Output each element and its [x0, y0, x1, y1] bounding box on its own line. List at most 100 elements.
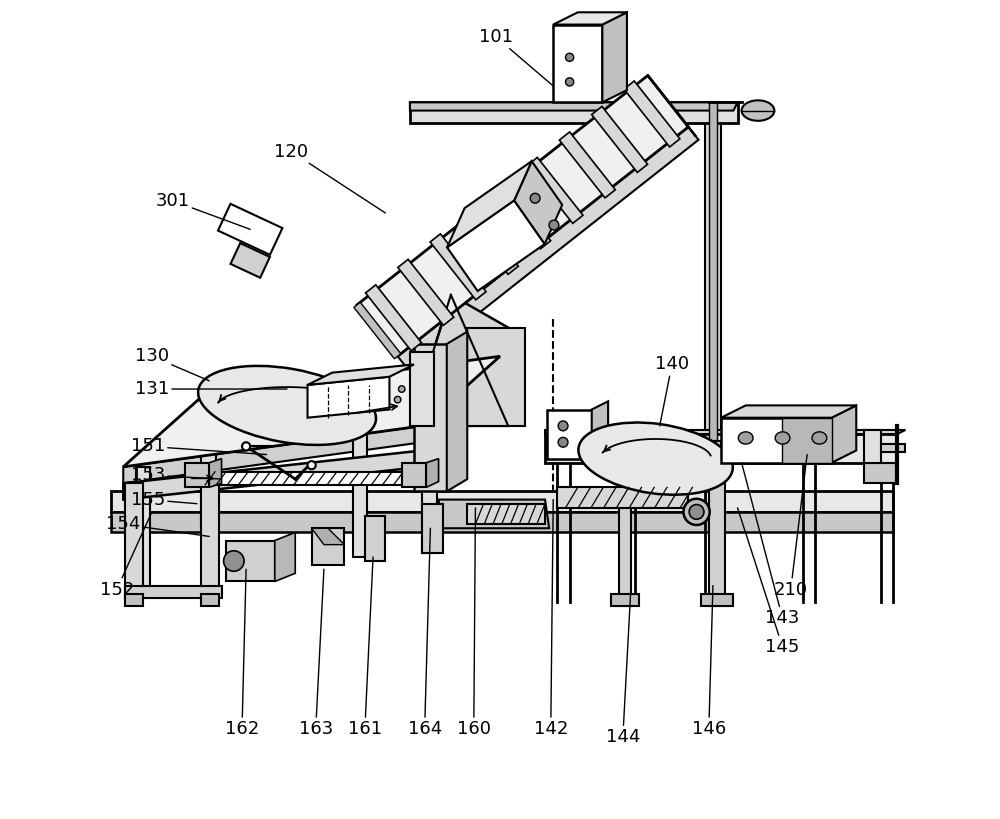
- Polygon shape: [426, 459, 439, 487]
- Polygon shape: [495, 183, 551, 249]
- Ellipse shape: [775, 432, 790, 444]
- Polygon shape: [559, 132, 615, 198]
- Text: 143: 143: [742, 463, 800, 627]
- Text: 210: 210: [774, 455, 808, 599]
- Text: 163: 163: [299, 569, 333, 738]
- Polygon shape: [201, 594, 219, 606]
- Text: 155: 155: [131, 491, 197, 509]
- Polygon shape: [226, 541, 275, 581]
- Polygon shape: [111, 491, 893, 512]
- Ellipse shape: [224, 550, 244, 572]
- Polygon shape: [398, 127, 699, 369]
- Polygon shape: [136, 467, 150, 594]
- Polygon shape: [312, 528, 344, 565]
- Text: 152: 152: [100, 512, 152, 599]
- Text: 130: 130: [135, 347, 209, 381]
- Ellipse shape: [566, 53, 574, 61]
- Polygon shape: [231, 243, 270, 278]
- Polygon shape: [197, 472, 402, 485]
- Ellipse shape: [242, 442, 250, 450]
- Polygon shape: [439, 500, 549, 528]
- Polygon shape: [545, 434, 897, 463]
- Polygon shape: [123, 426, 422, 483]
- Polygon shape: [462, 208, 518, 274]
- Polygon shape: [430, 234, 486, 300]
- Polygon shape: [547, 410, 592, 459]
- Text: 140: 140: [655, 355, 689, 426]
- Polygon shape: [353, 430, 367, 557]
- Polygon shape: [527, 157, 583, 224]
- Text: 142: 142: [534, 500, 568, 738]
- Polygon shape: [611, 463, 639, 475]
- Polygon shape: [312, 528, 344, 545]
- Polygon shape: [185, 463, 209, 487]
- Polygon shape: [701, 594, 733, 606]
- Polygon shape: [553, 25, 602, 102]
- Text: 144: 144: [606, 586, 640, 746]
- Polygon shape: [275, 532, 295, 581]
- Polygon shape: [514, 161, 562, 244]
- Polygon shape: [308, 364, 414, 385]
- Polygon shape: [201, 397, 216, 524]
- Text: 301: 301: [155, 192, 250, 229]
- Polygon shape: [410, 102, 738, 111]
- Ellipse shape: [558, 421, 568, 431]
- Ellipse shape: [812, 432, 827, 444]
- Polygon shape: [709, 102, 717, 475]
- Polygon shape: [209, 459, 222, 487]
- Ellipse shape: [308, 461, 316, 469]
- Polygon shape: [125, 594, 143, 606]
- Polygon shape: [398, 260, 454, 325]
- Polygon shape: [864, 430, 881, 463]
- Ellipse shape: [558, 437, 568, 447]
- Polygon shape: [218, 204, 282, 255]
- Polygon shape: [414, 344, 447, 491]
- Polygon shape: [125, 483, 143, 598]
- Ellipse shape: [738, 432, 753, 444]
- Polygon shape: [557, 487, 688, 508]
- Polygon shape: [592, 401, 608, 459]
- Polygon shape: [611, 594, 639, 606]
- Polygon shape: [553, 12, 627, 25]
- Polygon shape: [447, 161, 532, 247]
- Ellipse shape: [549, 220, 559, 230]
- Polygon shape: [624, 81, 680, 147]
- Polygon shape: [447, 332, 467, 491]
- Polygon shape: [721, 418, 832, 463]
- Polygon shape: [410, 102, 738, 123]
- Polygon shape: [123, 450, 422, 500]
- Polygon shape: [357, 75, 688, 356]
- Ellipse shape: [398, 386, 405, 392]
- Ellipse shape: [742, 101, 774, 120]
- Text: 162: 162: [225, 569, 259, 738]
- Polygon shape: [410, 352, 434, 426]
- Polygon shape: [410, 295, 508, 426]
- Polygon shape: [467, 328, 525, 426]
- Text: 146: 146: [692, 586, 726, 738]
- Polygon shape: [123, 356, 500, 467]
- Polygon shape: [592, 106, 648, 173]
- Polygon shape: [402, 463, 426, 487]
- Text: 120: 120: [274, 143, 385, 213]
- Polygon shape: [881, 444, 905, 452]
- Text: 151: 151: [131, 437, 267, 455]
- Polygon shape: [111, 512, 893, 532]
- Polygon shape: [308, 377, 389, 418]
- Polygon shape: [782, 418, 832, 463]
- Ellipse shape: [198, 366, 376, 445]
- Polygon shape: [705, 102, 721, 475]
- Polygon shape: [467, 504, 545, 524]
- Polygon shape: [721, 405, 856, 418]
- Text: 154: 154: [106, 515, 209, 536]
- Text: 161: 161: [348, 557, 382, 738]
- Text: 101: 101: [479, 28, 553, 86]
- Text: 160: 160: [457, 508, 491, 738]
- Polygon shape: [832, 405, 856, 463]
- Ellipse shape: [683, 499, 710, 525]
- Polygon shape: [201, 483, 219, 598]
- Ellipse shape: [689, 505, 704, 519]
- Ellipse shape: [530, 193, 540, 203]
- Polygon shape: [648, 75, 696, 137]
- Text: 131: 131: [135, 380, 287, 398]
- Polygon shape: [598, 441, 721, 461]
